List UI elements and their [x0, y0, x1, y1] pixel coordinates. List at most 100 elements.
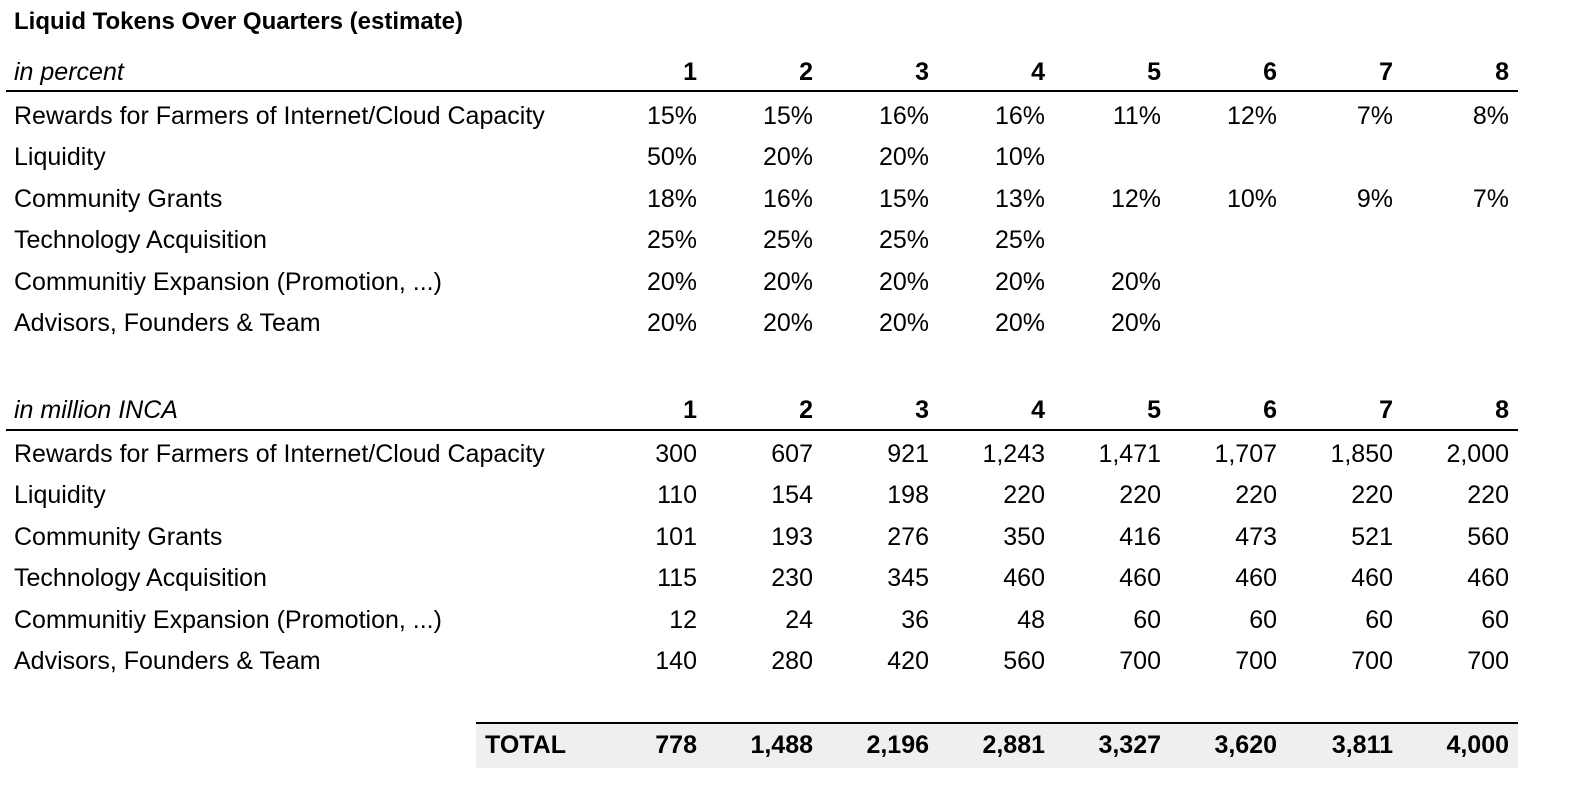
table-cell: 921 — [887, 440, 929, 468]
table-cell: 280 — [771, 647, 813, 675]
table-cell: 50% — [646, 143, 697, 172]
percent-table-header-rule — [6, 90, 1518, 92]
table-row-label: Communitiy Expansion (Promotion, ...) — [14, 267, 442, 296]
table-cell: 521 — [1351, 522, 1393, 551]
table-cell: 13% — [994, 184, 1045, 213]
table-cell: 9% — [1356, 184, 1393, 213]
table-cell: 1,850 — [1330, 440, 1393, 468]
table-cell: 230 — [771, 564, 813, 593]
table-cell: 198 — [887, 481, 929, 510]
table-cell: 220 — [1467, 481, 1509, 510]
million-table-header-rule — [6, 429, 1518, 431]
total-cell: 3,811 — [1331, 731, 1393, 759]
million-table-col-header: 5 — [1147, 396, 1161, 424]
table-cell: 460 — [1119, 564, 1161, 593]
table-cell: 15% — [878, 184, 929, 213]
total-cell: 4,000 — [1446, 731, 1509, 759]
percent-table-col-header: 5 — [1147, 58, 1161, 86]
table-cell: 25% — [994, 226, 1045, 255]
total-cell: 2,196 — [866, 731, 929, 759]
table-row-label: Technology Acquisition — [14, 226, 267, 255]
table-cell: 7% — [1472, 184, 1509, 213]
table-cell: 8% — [1472, 102, 1509, 130]
table-cell: 700 — [1235, 647, 1277, 675]
table-cell: 12% — [1226, 102, 1277, 130]
table-cell: 36 — [901, 605, 929, 634]
table-cell: 25% — [878, 226, 929, 255]
table-cell: 700 — [1119, 647, 1161, 675]
percent-table-header: in percent — [14, 58, 124, 86]
table-cell: 300 — [655, 440, 697, 468]
table-cell: 220 — [1351, 481, 1393, 510]
table-cell: 115 — [657, 564, 697, 593]
table-row-label: Community Grants — [14, 522, 223, 551]
table-cell: 460 — [1467, 564, 1509, 593]
table-cell: 101 — [655, 522, 697, 551]
page-title: Liquid Tokens Over Quarters (estimate) — [14, 8, 464, 35]
table-cell: 420 — [887, 647, 929, 675]
table-cell: 416 — [1119, 522, 1161, 551]
table-cell: 700 — [1467, 647, 1509, 675]
table-cell: 60 — [1365, 605, 1393, 634]
table-cell: 220 — [1235, 481, 1277, 510]
table-cell: 20% — [994, 267, 1045, 296]
table-cell: 140 — [655, 647, 697, 675]
percent-table-col-header: 1 — [683, 58, 697, 86]
total-cell: 1,488 — [750, 731, 813, 759]
table-cell: 1,707 — [1214, 440, 1277, 468]
table-cell: 2,000 — [1446, 440, 1509, 468]
million-table-col-header: 3 — [915, 396, 929, 424]
table-cell: 16% — [994, 102, 1045, 130]
table-row-label: Rewards for Farmers of Internet/Cloud Ca… — [14, 440, 545, 468]
table-cell: 20% — [1110, 309, 1161, 337]
table-cell: 48 — [1017, 605, 1045, 634]
table-cell: 12 — [669, 605, 697, 634]
table-cell: 25% — [646, 226, 697, 255]
table-cell: 193 — [771, 522, 813, 551]
million-table-col-header: 6 — [1263, 396, 1277, 424]
table-cell: 154 — [771, 481, 813, 510]
total-cell: 3,620 — [1214, 731, 1277, 759]
total-cell: 3,327 — [1098, 731, 1161, 759]
total-cell: 778 — [655, 731, 697, 759]
percent-table-col-header: 3 — [915, 58, 929, 86]
table-cell: 60 — [1133, 605, 1161, 634]
table-cell: 60 — [1249, 605, 1277, 634]
million-table-col-header: 1 — [683, 396, 697, 424]
percent-table-col-header: 7 — [1379, 58, 1393, 86]
table-row-label: Advisors, Founders & Team — [14, 647, 321, 675]
table-cell: 20% — [994, 309, 1045, 337]
table-cell: 7% — [1356, 102, 1393, 130]
table-cell: 460 — [1351, 564, 1393, 593]
table-cell: 110 — [657, 481, 697, 510]
table-row-label: Community Grants — [14, 184, 223, 213]
table-cell: 20% — [878, 267, 929, 296]
table-cell: 10% — [1226, 184, 1277, 213]
table-cell: 16% — [762, 184, 813, 213]
table-cell: 60 — [1481, 605, 1509, 634]
table-cell: 20% — [762, 267, 813, 296]
million-table-col-header: 2 — [799, 396, 813, 424]
table-cell: 220 — [1003, 481, 1045, 510]
table-cell: 1,243 — [982, 440, 1045, 468]
million-table-col-header: 4 — [1031, 396, 1045, 424]
total-label: TOTAL — [485, 731, 567, 759]
table-cell: 20% — [878, 143, 929, 172]
table-cell: 20% — [762, 309, 813, 337]
table-row-label: Advisors, Founders & Team — [14, 309, 321, 337]
table-row-label: Communitiy Expansion (Promotion, ...) — [14, 605, 442, 634]
table-cell: 20% — [646, 309, 697, 337]
table-cell: 1,471 — [1098, 440, 1161, 468]
table-cell: 607 — [771, 440, 813, 468]
table-cell: 24 — [785, 605, 813, 634]
table-cell: 276 — [887, 522, 929, 551]
table-cell: 15% — [646, 102, 697, 130]
table-cell: 460 — [1235, 564, 1277, 593]
table-cell: 18% — [646, 184, 697, 213]
million-table-header: in million INCA — [14, 396, 178, 424]
table-cell: 15% — [762, 102, 813, 130]
table-row-label: Liquidity — [14, 143, 106, 172]
percent-table-col-header: 2 — [799, 58, 813, 86]
table-cell: 25% — [762, 226, 813, 255]
total-cell: 2,881 — [982, 731, 1045, 759]
